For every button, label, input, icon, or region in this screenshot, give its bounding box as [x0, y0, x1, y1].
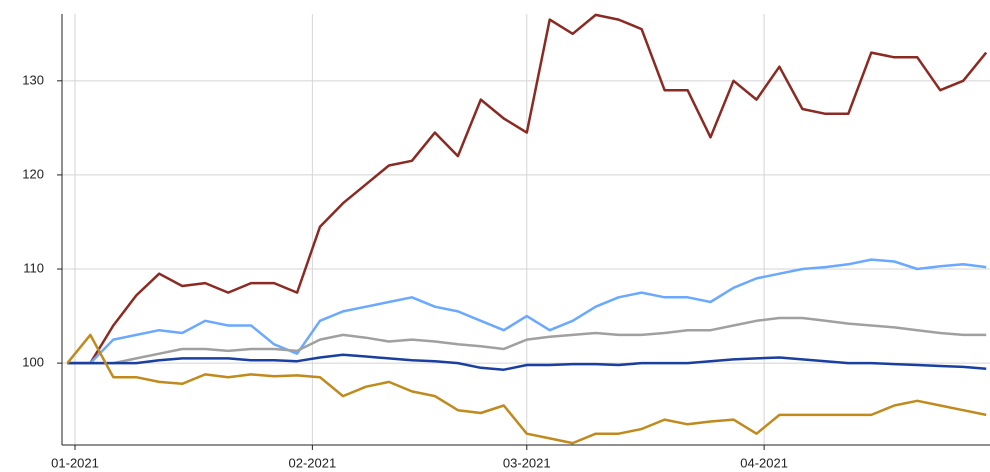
series-line	[67, 258, 987, 365]
y-tick-label: 120	[22, 166, 44, 181]
series-line	[67, 316, 987, 365]
series-line	[67, 353, 987, 371]
x-tick-label: 04-2021	[740, 455, 788, 470]
y-tick-label: 100	[22, 355, 44, 370]
series-line	[67, 13, 988, 365]
x-tick-label: 02-2021	[289, 455, 337, 470]
x-tick-label: 01-2021	[51, 455, 99, 470]
y-tick-label: 110	[23, 260, 44, 275]
y-tick-label: 130	[22, 72, 44, 87]
series-line	[66, 333, 987, 445]
x-tick-label: 03-2021	[503, 455, 551, 470]
